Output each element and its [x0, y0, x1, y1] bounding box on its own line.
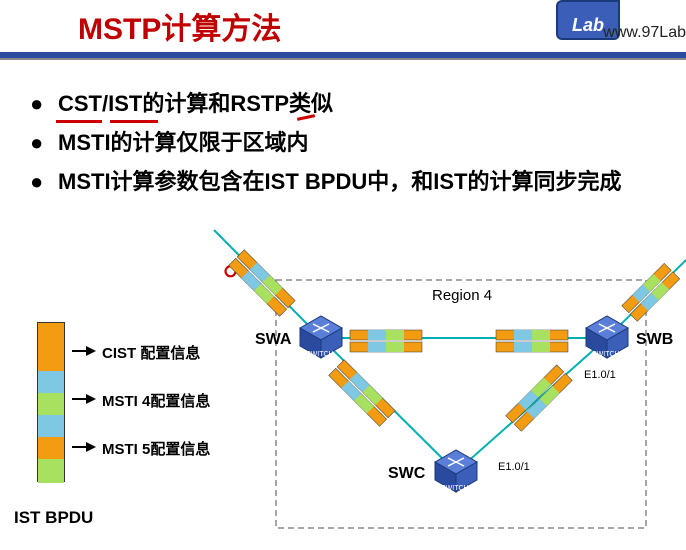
switch-label: SWB [636, 331, 673, 348]
bpdu-stripe [496, 330, 568, 340]
svg-text:SWITCH: SWITCH [306, 351, 334, 358]
switch-label: SWA [255, 331, 292, 348]
switch-icon: SWITCH SWC [388, 450, 477, 492]
svg-text:SWITCH: SWITCH [441, 485, 469, 492]
switch-label: SWC [388, 465, 426, 482]
bpdu-stripe [622, 263, 680, 321]
bpdu-stripe [496, 342, 568, 352]
bpdu-stripe [350, 342, 422, 352]
bpdu-stripe [350, 330, 422, 340]
switch-icon: SWITCH SWA [255, 316, 342, 358]
bpdu-stripe [329, 360, 395, 426]
svg-text:SWITCH: SWITCH [592, 351, 620, 358]
region-diagram: Region 4 [0, 0, 686, 550]
bpdu-stripe [229, 250, 295, 316]
switch-icon: SWITCH SWB [586, 316, 673, 358]
port-label: E1.0/1 [584, 369, 616, 381]
port-label: E1.0/1 [498, 461, 530, 473]
region-label: Region 4 [432, 287, 492, 304]
